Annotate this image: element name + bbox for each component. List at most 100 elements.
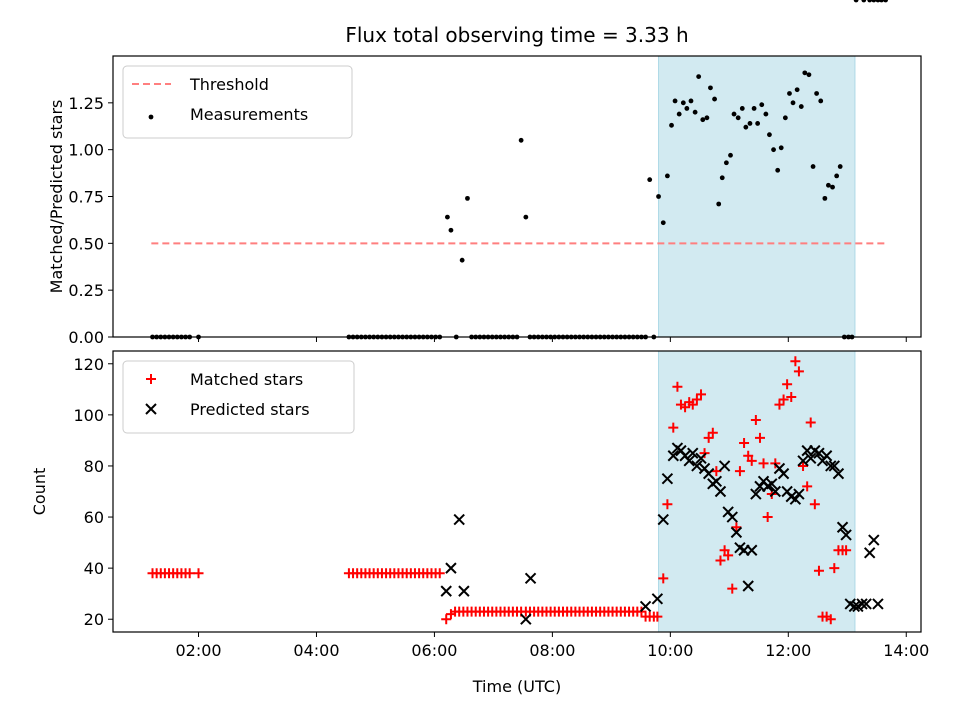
measurements-legend-label: Measurements [190,105,308,124]
predicted-stars-point [730,526,743,539]
matched-stars-point [680,402,691,413]
measurements-point [459,257,465,263]
measurements-point [731,111,737,117]
measurements-point [676,111,682,117]
matched-stars-point [184,568,195,579]
matched-stars-point [743,450,754,461]
measurements-point [728,152,733,158]
top-y-tick-label: 1.25 [68,94,104,113]
matched-stars-point [774,399,785,410]
chart-title: Flux total observing time = 3.33 h [345,23,688,47]
matched-stars-point [809,499,820,510]
predicted-stars-point [769,485,782,498]
matched-stars-point [672,381,683,392]
bottom-y-tick-label: 40 [84,559,104,578]
predicted-stars-point [872,598,884,610]
matched-stars-point [662,499,673,510]
measurements-point [826,182,831,188]
predicted-stars-point [863,547,876,559]
matched-stars-point [802,481,813,492]
top-y-axis-label: Matched/Predicted stars [47,100,66,294]
measurements-point [712,96,717,102]
predicted-stars-point [820,450,833,462]
measurements-point [739,106,745,111]
matched-stars-point [778,394,789,405]
predicted-stars-point [813,447,825,459]
predicted-stars-point [695,452,707,464]
predicted-stars-point [453,513,465,526]
predicted-stars-point [797,455,809,467]
measurements-point [763,111,769,117]
measurements-point [688,98,694,104]
matched-stars-point [746,455,757,466]
measurements-point [448,227,454,233]
measurements-point [867,0,873,3]
matched-stars-point [691,394,702,405]
x-tick-label: 04:00 [293,641,339,660]
measurements-point [684,106,690,111]
bottom-y-tick-label: 80 [84,457,104,476]
predicted-stars-point [661,473,674,485]
matched-stars-point [786,391,797,402]
measurements-point [798,104,804,109]
measurements-point [664,173,670,179]
predicted-stars-point [710,475,723,487]
measurements-point [696,74,702,80]
measurements-point [680,100,686,106]
predicted-stars-point [793,488,805,500]
measurements-point [523,214,529,220]
matched-stars-point [668,422,679,433]
top-legend: Threshold Measurements [122,65,353,139]
measurements-point [759,102,765,108]
measurements-point [656,194,661,199]
measurements-point [834,173,840,179]
measurements-point [518,137,524,143]
matched-stars-point [658,573,669,584]
predicted-stars-point [445,562,457,574]
matched-stars-point [825,614,836,625]
predicted-stars-point [726,511,738,523]
matched-stars-point [711,466,722,477]
predicted-stars-point [789,493,802,505]
bottom-shaded-interval [658,350,856,633]
top-axes-frame [112,55,922,338]
bottom-axes-frame [112,350,922,633]
matched-stars-point [699,448,710,459]
predicted-stars-point [868,534,880,546]
matched-stars-point [687,399,698,410]
measurements-point [771,147,776,153]
measurements-point [787,91,792,96]
x-tick-label: 02:00 [175,641,221,660]
matched-stars-point [829,563,840,574]
matched-stars-point [696,389,707,400]
measurements-point [647,177,653,183]
measurements-point [465,195,470,201]
predicted-stars-point [718,460,731,472]
matched-stars-point [193,568,204,579]
predicted-stars-point [777,467,790,480]
predicted-stars-point [520,613,532,625]
measurements-point [810,164,816,169]
matched-stars-point [703,432,714,443]
measurements-point [775,167,781,173]
x-axis-label: Time (UTC) [472,677,561,696]
matched-stars-point [790,356,801,367]
matched-stars-point [727,583,738,594]
bottom-panel: 20 40 60 80 100 120 02:00 04:00 06:00 08:00 10:00 1… [30,351,929,660]
measurements-point [751,106,757,111]
measurements-point [719,175,725,181]
predicted-stars-point [805,452,817,464]
x-tick-label: 08:00 [529,641,575,660]
predicted-stars-point [458,585,470,597]
matched-stars-point [750,414,761,425]
measurements-point [782,115,788,121]
measurements-point [790,100,796,106]
top-y-tick-label: 1.00 [68,141,104,160]
measurements-point [853,0,859,3]
measurements-point [814,91,820,96]
measurements-point [806,72,812,78]
x-tick-label: 14:00 [883,641,929,660]
matched-stars-point [758,458,769,469]
measurements-point [875,0,881,3]
